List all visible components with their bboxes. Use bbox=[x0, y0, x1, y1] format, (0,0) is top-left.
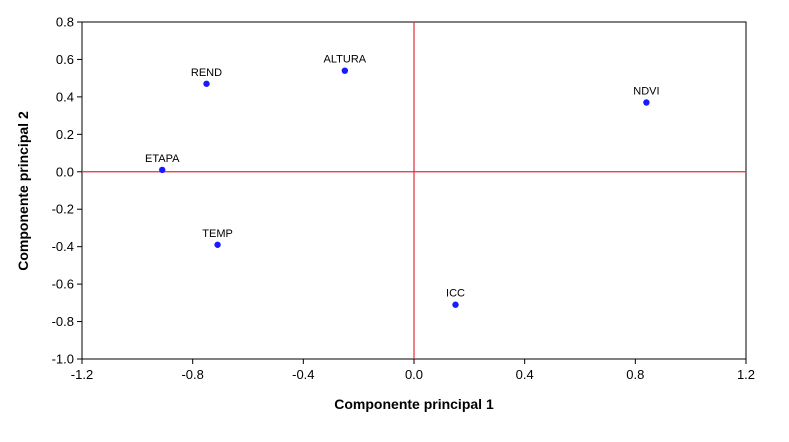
plot-area: -1.2 -0.8 -0.4 0.0 0.4 0.8 1.2 0.8 0.6 0.4 0.2 0.0 -… bbox=[52, 15, 755, 383]
data-point-icc bbox=[452, 301, 459, 308]
y-tick-label: 0.4 bbox=[56, 89, 74, 104]
data-point-ndvi bbox=[643, 99, 650, 106]
y-tick-label: -0.8 bbox=[52, 314, 74, 329]
x-tick-label: 0.4 bbox=[516, 367, 534, 382]
point-label-altura: ALTURA bbox=[324, 54, 367, 66]
point-label-rend: REND bbox=[191, 67, 222, 79]
x-axis-title: Componente principal 1 bbox=[334, 396, 494, 412]
data-point-altura bbox=[341, 67, 349, 74]
x-tick-label: 1.2 bbox=[737, 367, 755, 382]
y-tick-label: -0.4 bbox=[52, 239, 74, 254]
data-point-etapa bbox=[159, 166, 166, 174]
y-tick-label: -0.6 bbox=[52, 277, 74, 292]
data-point-temp bbox=[214, 241, 221, 248]
point-label-icc: ICC bbox=[446, 288, 465, 300]
y-tick-label: 0.8 bbox=[56, 15, 74, 30]
point-label-temp: TEMP bbox=[202, 228, 233, 240]
point-label-etapa: ETAPA bbox=[145, 153, 180, 165]
y-tick-label: 0.0 bbox=[56, 164, 74, 179]
y-tick-label: -1.0 bbox=[52, 352, 74, 367]
y-axis-title: Componente principal 2 bbox=[15, 111, 31, 271]
y-tick-label: 0.6 bbox=[56, 52, 74, 67]
point-label-ndvi: NDVI bbox=[633, 86, 659, 98]
y-tick-label: 0.2 bbox=[56, 127, 74, 142]
data-point-rend bbox=[203, 80, 210, 87]
x-tick-label: -0.4 bbox=[292, 367, 314, 382]
y-tick-label: -0.2 bbox=[52, 202, 74, 217]
x-tick-label: -0.8 bbox=[181, 367, 203, 382]
x-tick-label: 0.0 bbox=[405, 367, 423, 382]
x-tick-label: 0.8 bbox=[626, 367, 644, 382]
x-tick-label: -1.2 bbox=[71, 367, 93, 382]
